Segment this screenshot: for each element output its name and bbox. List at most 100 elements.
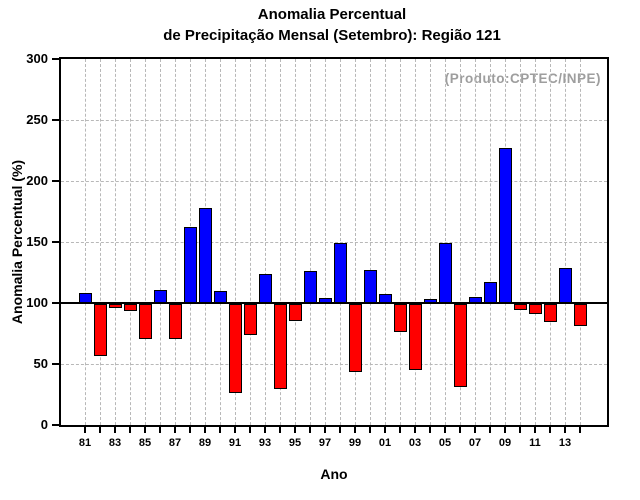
x-tick-01 (384, 427, 386, 433)
bar-09 (498, 148, 512, 304)
x-tick-91 (234, 427, 236, 433)
chart-title: Anomalia Percentual de Precipitação Mens… (12, 4, 640, 46)
x-tick-97 (324, 427, 326, 433)
bar-98 (333, 243, 347, 304)
bar-14 (573, 304, 587, 326)
y-tick-100 (52, 302, 59, 304)
x-tick-07 (474, 427, 476, 433)
y-tick-300 (52, 58, 59, 60)
x-tick-label-87: 87 (168, 437, 182, 449)
x-tick-81 (84, 427, 86, 433)
x-tick-92 (249, 427, 251, 433)
x-tick-02 (399, 427, 401, 433)
x-tick-label-97: 97 (318, 437, 332, 449)
x-tick-96 (309, 427, 311, 433)
baseline-100 (61, 302, 607, 304)
y-tick-label-150: 150 (26, 234, 48, 249)
x-tick-88 (189, 427, 191, 433)
bar-82 (93, 304, 107, 357)
bar-93 (258, 273, 272, 304)
y-tick-label-100: 100 (26, 295, 48, 310)
y-tick-label-0: 0 (40, 417, 48, 432)
x-tick-label-05: 05 (438, 437, 452, 449)
x-tick-12 (549, 427, 551, 433)
bar-83 (108, 304, 122, 308)
bar-13 (558, 267, 572, 304)
x-tick-06 (459, 427, 461, 433)
bar-03 (408, 304, 422, 370)
chart-title-line2: de Precipitação Mensal (Setembro): Regiã… (163, 27, 501, 44)
x-tick-label-01: 01 (378, 437, 392, 449)
x-tick-03 (414, 427, 416, 433)
bar-05 (438, 243, 452, 304)
bar-89 (198, 207, 212, 304)
bar-92 (243, 304, 257, 335)
x-tick-95 (294, 427, 296, 433)
bar-84 (123, 304, 137, 312)
bar-06 (453, 304, 467, 387)
x-tick-84 (129, 427, 131, 433)
x-tick-label-81: 81 (78, 437, 92, 449)
plot-area: (Produto:CPTEC/INPE) (59, 57, 609, 427)
y-tick-250 (52, 119, 59, 121)
horizontal-gridline-250 (61, 120, 607, 121)
x-tick-08 (489, 427, 491, 433)
x-tick-11 (534, 427, 536, 433)
x-tick-90 (219, 427, 221, 433)
y-tick-50 (52, 363, 59, 365)
bar-95 (288, 304, 302, 322)
bar-00 (363, 270, 377, 304)
x-tick-label-93: 93 (258, 437, 272, 449)
x-tick-99 (354, 427, 356, 433)
y-tick-150 (52, 241, 59, 243)
x-tick-98 (339, 427, 341, 433)
bar-94 (273, 304, 287, 390)
x-tick-94 (279, 427, 281, 433)
x-tick-label-03: 03 (408, 437, 422, 449)
x-tick-85 (144, 427, 146, 433)
x-tick-label-95: 95 (288, 437, 302, 449)
x-tick-86 (159, 427, 161, 433)
x-tick-14 (579, 427, 581, 433)
x-tick-04 (429, 427, 431, 433)
bar-88 (183, 227, 197, 304)
x-tick-label-09: 09 (498, 437, 512, 449)
y-tick-0 (52, 424, 59, 426)
bar-08 (483, 282, 497, 304)
chart-title-line1: Anomalia Percentual (257, 6, 407, 23)
x-tick-10 (519, 427, 521, 433)
horizontal-gridline-200 (61, 181, 607, 182)
x-tick-label-07: 07 (468, 437, 482, 449)
bar-91 (228, 304, 242, 394)
x-tick-label-13: 13 (558, 437, 572, 449)
y-tick-label-50: 50 (33, 356, 48, 371)
x-tick-00 (369, 427, 371, 433)
bar-12 (543, 304, 557, 323)
y-tick-label-200: 200 (26, 173, 48, 188)
y-tick-200 (52, 180, 59, 182)
x-tick-label-91: 91 (228, 437, 242, 449)
x-tick-05 (444, 427, 446, 433)
x-tick-89 (204, 427, 206, 433)
x-tick-83 (114, 427, 116, 433)
y-tick-label-250: 250 (26, 112, 48, 127)
x-tick-13 (564, 427, 566, 433)
x-tick-87 (174, 427, 176, 433)
horizontal-gridline-50 (61, 364, 607, 365)
bar-10 (513, 304, 527, 311)
x-tick-label-85: 85 (138, 437, 152, 449)
bar-02 (393, 304, 407, 333)
bar-99 (348, 304, 362, 373)
bar-87 (168, 304, 182, 340)
bar-85 (138, 304, 152, 340)
x-axis-title: Ano (320, 466, 348, 482)
y-tick-label-300: 300 (26, 51, 48, 66)
x-tick-label-99: 99 (348, 437, 362, 449)
x-tick-09 (504, 427, 506, 433)
x-tick-label-89: 89 (198, 437, 212, 449)
bar-96 (303, 271, 317, 304)
x-tick-label-11: 11 (529, 437, 541, 449)
x-tick-82 (99, 427, 101, 433)
bar-11 (528, 304, 542, 314)
